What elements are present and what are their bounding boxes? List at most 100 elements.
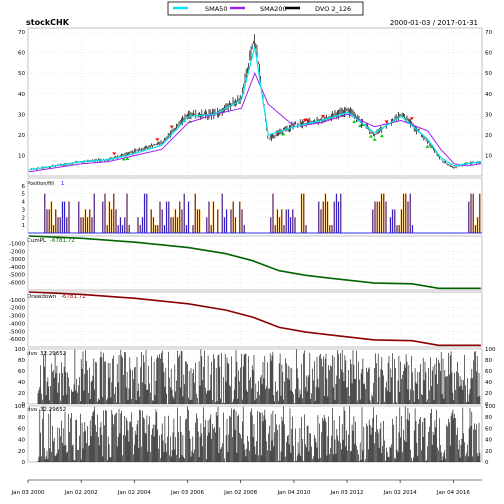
position-bar xyxy=(376,201,378,233)
buy-marker xyxy=(121,157,126,161)
position-bar xyxy=(333,201,335,233)
y-tick-label-right: 20 xyxy=(485,133,492,139)
position-bar xyxy=(468,201,470,233)
drawdown-panel-value: -6781.72 xyxy=(61,294,86,300)
position-bar xyxy=(197,209,198,233)
legend: SMA50 SMA200 DVO 2_126 xyxy=(167,1,364,16)
position-bar xyxy=(55,209,57,233)
position-bar xyxy=(170,217,172,233)
position-bar xyxy=(329,225,331,233)
y-tick-label: 1 xyxy=(22,223,26,229)
x-tick-label: Jan 04 2010 xyxy=(276,490,310,496)
position-bar xyxy=(290,217,291,233)
dvo1-panel-value: 32.29652 xyxy=(40,351,66,357)
position-bar xyxy=(407,201,409,233)
sell-marker xyxy=(112,152,117,156)
position-bar xyxy=(331,225,333,233)
dvo2-panel-label: dvo xyxy=(27,407,38,413)
position-bar xyxy=(85,209,86,233)
y-tick-label-right: 70 xyxy=(485,30,492,36)
position-bar xyxy=(80,217,82,233)
position-bar xyxy=(239,201,241,233)
position-bar xyxy=(294,217,296,233)
position-bar xyxy=(301,193,302,233)
panel-frame xyxy=(27,27,483,177)
y-tick-label: -4000 xyxy=(9,321,25,327)
position-bar xyxy=(188,201,189,233)
position-bar xyxy=(327,201,328,233)
sell-marker xyxy=(321,115,325,119)
position-bar xyxy=(221,193,223,233)
y-tick-label-right: 80 xyxy=(485,415,492,421)
chart-title: stockCHK xyxy=(26,18,70,27)
position-bar xyxy=(150,209,152,233)
position-bar xyxy=(340,193,342,233)
position-bar xyxy=(181,209,183,233)
position-bar xyxy=(338,201,339,233)
buy-marker xyxy=(352,119,357,123)
position-bar xyxy=(208,201,210,233)
x-tick-label: Jan 02 2004 xyxy=(117,490,151,496)
position-bar xyxy=(183,193,185,233)
position-bar xyxy=(89,209,91,233)
legend-label-dvo: DVO 2_126 xyxy=(315,5,351,13)
position-bar xyxy=(87,217,88,233)
position-bar xyxy=(192,225,194,233)
y-tick-label: 2 xyxy=(22,215,26,221)
legend-label-sma200: SMA200 xyxy=(260,5,287,13)
position-bar xyxy=(274,225,276,233)
y-tick-label-right: 40 xyxy=(485,438,492,444)
position-bar xyxy=(78,201,80,233)
cumpl-panel-label: CumPL xyxy=(27,238,47,244)
position-bar xyxy=(117,225,119,233)
y-tick-label: 3 xyxy=(22,207,26,213)
y-tick-label: 10 xyxy=(18,153,25,159)
y-tick-label: -2000 xyxy=(9,249,25,255)
position-bar xyxy=(179,201,181,233)
position-bar xyxy=(199,209,200,233)
position-bar xyxy=(241,209,243,233)
position-bar xyxy=(372,209,374,233)
y-tick-label: -3000 xyxy=(9,257,25,263)
position-bar xyxy=(381,193,382,233)
y-tick-label: 40 xyxy=(18,380,25,386)
position-bar xyxy=(172,217,174,233)
buy-marker xyxy=(379,134,384,138)
y-tick-label: 6 xyxy=(22,184,26,190)
y-tick-label: -6000 xyxy=(9,280,25,286)
position-bar xyxy=(126,193,128,233)
position-bar xyxy=(137,217,139,233)
position-bar xyxy=(235,217,236,233)
y-tick-label-right: 80 xyxy=(485,358,492,364)
y-tick-label-right: 100 xyxy=(485,347,496,353)
panel-drawdown: -1000 -2000 -3000-4000 -5000 -6000 xyxy=(9,291,483,348)
position-bar xyxy=(44,193,46,233)
position-bar xyxy=(396,225,398,233)
position-bar xyxy=(175,209,176,233)
position-bar xyxy=(124,217,126,233)
position-bar xyxy=(325,193,326,233)
y-tick-label-right: 60 xyxy=(485,369,492,375)
position-bar xyxy=(51,201,52,233)
position-bar xyxy=(166,201,167,233)
position-bar xyxy=(230,209,232,233)
dvo2-panel-value: 32.29652 xyxy=(40,407,66,413)
position-bar xyxy=(232,201,234,233)
position-bar xyxy=(91,217,93,233)
y-tick-label: 60 xyxy=(18,51,25,57)
y-tick-label-right: 30 xyxy=(485,112,492,118)
sell-marker xyxy=(155,138,160,142)
x-tick-label: Jan 02 2002 xyxy=(64,490,98,496)
dvo1-panel-label: dvo xyxy=(27,351,38,357)
position-bar xyxy=(115,209,117,233)
position-panel-value: 1 xyxy=(61,181,64,187)
position-bar xyxy=(403,193,404,233)
position-bar xyxy=(288,209,289,233)
position-bar xyxy=(281,209,283,233)
y-tick-label-right: 20 xyxy=(485,449,492,455)
panel-dvo2: 0 0 20 20 40 40 60 60 80 80 100 100 xyxy=(15,404,496,466)
y-tick-label: -2000 xyxy=(9,306,25,312)
position-bar xyxy=(153,217,154,233)
position-bar xyxy=(394,209,396,233)
position-bar xyxy=(104,193,106,233)
